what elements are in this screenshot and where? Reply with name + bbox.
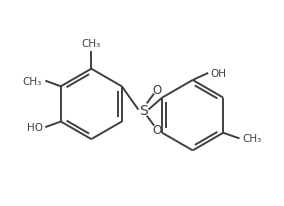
- Text: CH₃: CH₃: [23, 76, 42, 86]
- Text: CH₃: CH₃: [242, 134, 262, 144]
- Text: CH₃: CH₃: [82, 39, 101, 49]
- Text: O: O: [153, 83, 162, 96]
- Text: HO: HO: [26, 123, 43, 132]
- Text: OH: OH: [210, 69, 226, 78]
- Text: S: S: [139, 103, 148, 117]
- Text: O: O: [153, 124, 162, 137]
